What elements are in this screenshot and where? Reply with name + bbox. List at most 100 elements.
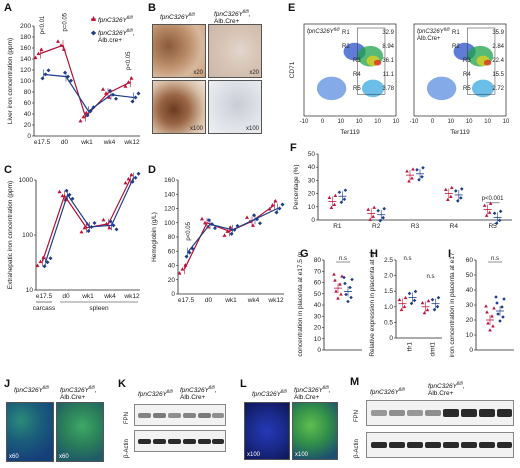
- m-blot-fpn: [366, 400, 514, 426]
- data-point: [69, 78, 73, 83]
- data-point: [372, 205, 376, 209]
- gate-value: 15.5: [492, 72, 504, 78]
- y-tick-label: 50: [314, 291, 322, 298]
- data-point: [332, 202, 337, 206]
- data-point: [123, 84, 128, 88]
- j-micro-1: x60: [6, 402, 54, 462]
- data-point: [57, 189, 62, 194]
- data-point: [85, 113, 90, 118]
- panel-label-h: H: [370, 248, 378, 260]
- y-tick-label: 30: [308, 177, 316, 184]
- data-point: [397, 297, 402, 302]
- x-tick-label: -10: [410, 119, 419, 125]
- data-point: [129, 172, 134, 177]
- gate-label: R2: [342, 44, 350, 50]
- k-header-right: fpnC326Yfl/fl, Alb.Cre+: [180, 385, 217, 402]
- data-point: [498, 319, 502, 323]
- group-label: spleen: [89, 305, 109, 312]
- data-point: [187, 250, 192, 255]
- data-point: [348, 285, 352, 290]
- data-point: [501, 315, 505, 319]
- x-tick-label: d0: [62, 293, 70, 300]
- legend-a-alb: fpnC326Yfl/fl, Alb.cre+: [98, 28, 135, 45]
- data-point: [332, 272, 336, 276]
- data-point: [42, 264, 47, 269]
- data-point: [108, 88, 112, 93]
- data-point: [449, 194, 453, 199]
- data-point: [484, 304, 488, 308]
- legend-a-mut: fpnC326Yfl/fl: [98, 15, 133, 25]
- data-point: [338, 282, 342, 286]
- data-point: [368, 217, 372, 221]
- y-tick-label: 40: [24, 111, 32, 118]
- y-tick-label: 40: [466, 287, 474, 294]
- data-point: [252, 213, 256, 218]
- data-point: [336, 296, 340, 300]
- y-tick-label: 20: [466, 317, 474, 324]
- data-point: [343, 281, 347, 286]
- gate-label: R1: [452, 30, 460, 36]
- data-point: [35, 263, 40, 268]
- data-point: [425, 308, 430, 312]
- data-point: [111, 92, 115, 97]
- k-blot-actin: [134, 430, 226, 452]
- x-tick-label: R2: [372, 223, 381, 230]
- b-micro-2: x20: [208, 24, 262, 78]
- y-tick-label: 60: [314, 280, 322, 287]
- x-tick-label: R1: [333, 223, 342, 230]
- x-tick-label: dmt1: [430, 342, 437, 357]
- data-point: [91, 105, 96, 110]
- x-tick-label: R3: [411, 223, 420, 230]
- data-point: [337, 190, 342, 195]
- m-header-left: fpnC326Yfl/fl: [370, 387, 405, 397]
- y-tick-label: 2.5: [384, 257, 393, 264]
- data-point: [482, 203, 487, 207]
- flow-header: fpnC326Yfl/fl: [307, 27, 340, 35]
- y-tick-label: 1.5: [384, 288, 393, 295]
- data-point: [63, 70, 67, 75]
- data-point: [333, 193, 338, 197]
- gate-value: 36.1: [382, 58, 394, 64]
- panel-label-l: L: [240, 378, 247, 390]
- data-point: [407, 179, 411, 183]
- j-micro-2: x60: [56, 402, 104, 462]
- annotation: n.s: [339, 256, 347, 262]
- data-point: [123, 180, 128, 185]
- m-header-right: fpnC326Yfl/fl, Alb.Cre+: [428, 381, 465, 398]
- y-tick-label: 10: [466, 332, 474, 339]
- l-micro-1: x100: [244, 402, 290, 460]
- y-tick-label: 0: [171, 291, 175, 298]
- data-point: [488, 201, 493, 205]
- k-blot-fpn: [134, 404, 226, 426]
- series-line: [43, 73, 134, 113]
- data-point: [403, 295, 408, 300]
- y-tick-label: 40: [168, 263, 176, 270]
- panel-label-j: J: [4, 378, 11, 390]
- l-header-right: fpnC326Yfl/fl, Alb.Cre+: [294, 385, 331, 402]
- l-header-left: fpnC326Yfl/fl: [252, 389, 287, 399]
- b-header-left: fpnC326Yfl/fl: [160, 12, 195, 22]
- data-point: [488, 328, 492, 332]
- data-point: [432, 307, 437, 312]
- data-point: [251, 223, 255, 227]
- data-point: [41, 255, 46, 260]
- data-point: [409, 301, 414, 306]
- data-point: [410, 176, 414, 180]
- data-point: [190, 246, 195, 251]
- x-tick-label: 10: [374, 119, 381, 125]
- gate-value: 2.72: [492, 86, 504, 92]
- b-micro-3: x100: [152, 80, 206, 134]
- data-point: [136, 91, 141, 96]
- flow-density: [373, 59, 382, 66]
- data-point: [228, 225, 233, 229]
- y-tick-label: 30: [314, 313, 322, 320]
- chart-h: 0 0.5 1.0 1.5 2.0 2.5 Relative expression in p…: [369, 252, 442, 357]
- data-point: [130, 99, 135, 104]
- x-tick-label: 10: [337, 119, 344, 125]
- x-tick-label: 10: [447, 119, 454, 125]
- data-point: [350, 277, 354, 282]
- data-point: [340, 274, 344, 278]
- x-tick-label: d0: [61, 139, 69, 146]
- data-point: [255, 217, 259, 222]
- data-point: [129, 76, 134, 80]
